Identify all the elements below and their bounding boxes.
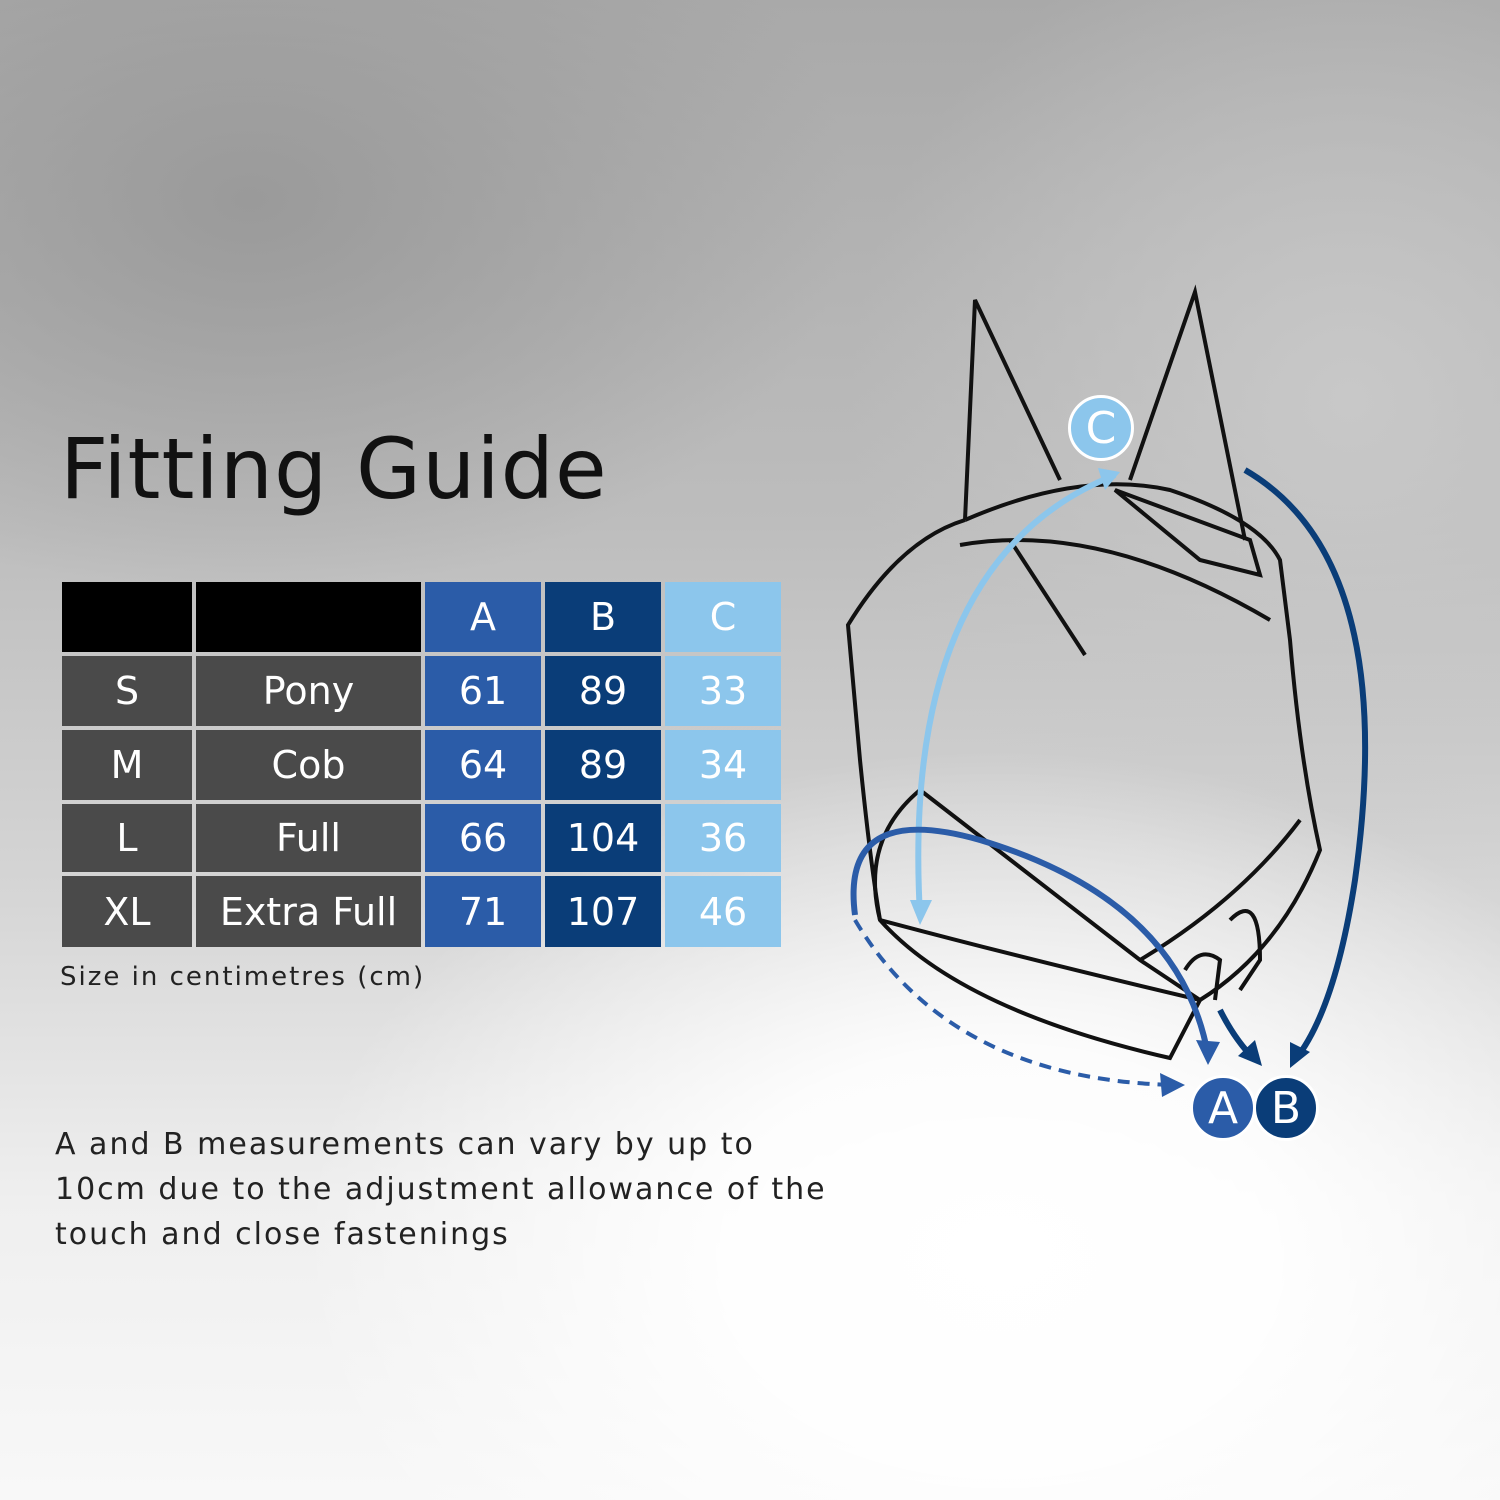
measure-b-arrow xyxy=(1243,467,1369,1062)
table-header-cell: C xyxy=(665,582,781,652)
table-cell: 104 xyxy=(545,804,661,872)
table-header-cell: B xyxy=(545,582,661,652)
page-title: Fitting Guide xyxy=(60,420,608,518)
table-cell: Extra Full xyxy=(196,876,421,947)
table-cell: 71 xyxy=(425,876,541,947)
disclaimer-text: A and B measurements can vary by up to 1… xyxy=(55,1127,827,1252)
table-cell: 64 xyxy=(425,730,541,800)
label-b-badge: B xyxy=(1253,1075,1319,1141)
measure-a-dashed xyxy=(853,918,1176,1087)
table-cell: Cob xyxy=(196,730,421,800)
table-cell: 107 xyxy=(545,876,661,947)
table-cell: Pony xyxy=(196,656,421,726)
table-cell: L xyxy=(62,804,192,872)
table-header-cell xyxy=(196,582,421,652)
table-cell: M xyxy=(62,730,192,800)
label-c-badge: C xyxy=(1068,395,1134,461)
label-a-badge: A xyxy=(1190,1075,1256,1141)
unit-note: Size in centimetres (cm) xyxy=(60,962,426,992)
table-cell: 66 xyxy=(425,804,541,872)
table-cell: S xyxy=(62,656,192,726)
table-cell: Full xyxy=(196,804,421,872)
measure-a-arrow xyxy=(850,826,1211,1056)
arrow-heads xyxy=(910,468,1310,1097)
table-cell: 61 xyxy=(425,656,541,726)
table-cell: 46 xyxy=(665,876,781,947)
table-cell: 89 xyxy=(545,730,661,800)
table-cell: XL xyxy=(62,876,192,947)
table-cell: 34 xyxy=(665,730,781,800)
table-cell: 89 xyxy=(545,656,661,726)
measure-c-arrow xyxy=(915,472,1117,916)
table-header-cell xyxy=(62,582,192,652)
table-cell: 33 xyxy=(665,656,781,726)
table-header-cell: A xyxy=(425,582,541,652)
table-cell: 36 xyxy=(665,804,781,872)
